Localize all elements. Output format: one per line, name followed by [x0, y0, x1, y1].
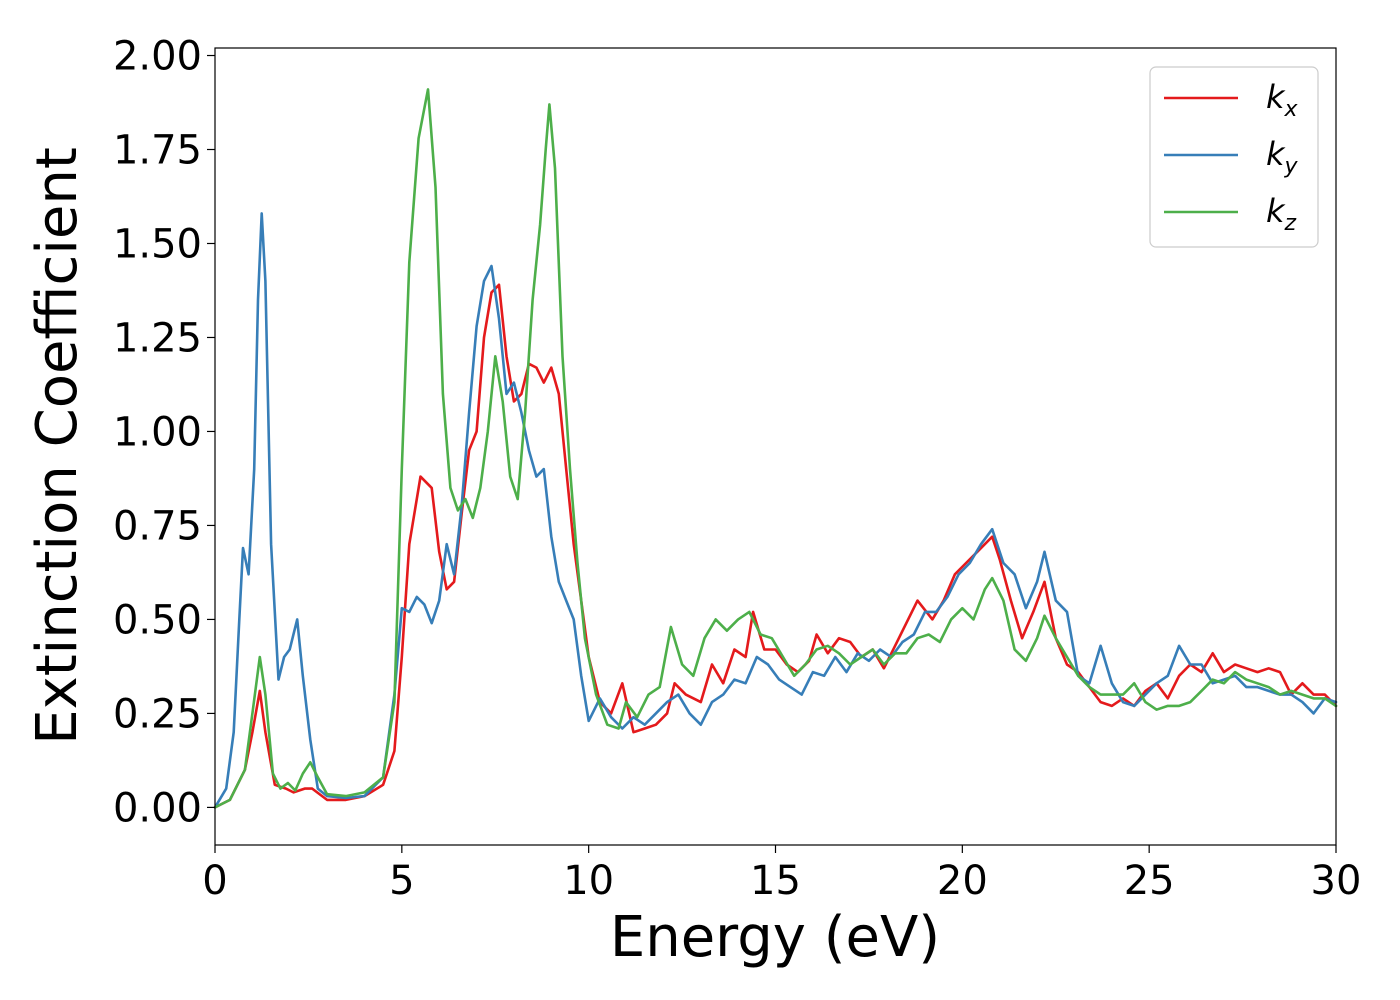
x-tick-label: 30	[1311, 858, 1362, 904]
y-tick-label: 0.75	[113, 503, 202, 549]
y-axis-ticks: 0.00 0.25 0.50 0.75 1.00 1.25 1.50 1.75 2.00	[113, 34, 215, 831]
x-tick-label: 0	[202, 858, 227, 904]
series-layer	[213, 88, 1338, 809]
series-line-z	[213, 88, 1338, 809]
y-tick-label: 1.75	[113, 128, 202, 174]
x-tick-label: 20	[937, 858, 988, 904]
x-axis-ticks: 0 5 10 15 20 25 30	[202, 845, 1361, 904]
y-tick-label: 1.25	[113, 315, 202, 361]
y-axis-title: Extinction Coefficient	[25, 147, 90, 745]
x-tick-label: 5	[389, 858, 414, 904]
series-line-x	[213, 283, 1338, 809]
y-tick-label: 0.00	[113, 785, 202, 831]
y-tick-label: 0.25	[113, 691, 202, 737]
y-tick-label: 1.50	[113, 221, 202, 267]
x-tick-label: 10	[563, 858, 614, 904]
y-tick-label: 1.00	[113, 409, 202, 455]
legend-box	[1149, 66, 1319, 248]
x-tick-label: 25	[1124, 858, 1175, 904]
x-axis-title: Energy (eV)	[610, 905, 940, 970]
y-tick-label: 2.00	[113, 34, 202, 80]
y-tick-label: 0.50	[113, 597, 202, 643]
series-line-y	[213, 212, 1338, 809]
x-tick-label: 15	[750, 858, 801, 904]
